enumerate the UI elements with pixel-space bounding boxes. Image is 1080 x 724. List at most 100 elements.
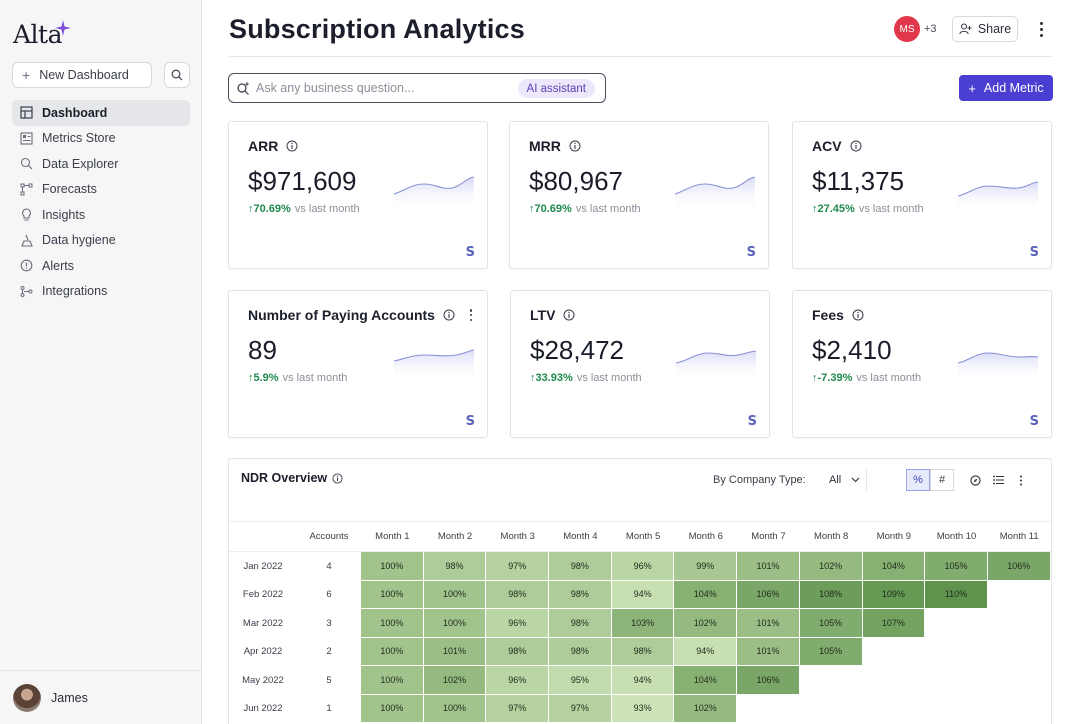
number-toggle[interactable]: # (930, 469, 954, 491)
ndr-cell[interactable]: 104% (674, 580, 738, 609)
ndr-cell[interactable]: 101% (423, 637, 487, 666)
ndr-cell[interactable]: 106% (987, 552, 1051, 581)
ndr-cell[interactable]: 104% (674, 666, 738, 695)
compass-button[interactable] (968, 473, 982, 487)
ndr-cell[interactable]: 96% (486, 609, 550, 638)
share-button[interactable]: Share (952, 16, 1018, 42)
ndr-cell[interactable]: 98% (486, 580, 550, 609)
metric-title-row: LTV (530, 307, 575, 323)
collaborator-count[interactable]: +3 (924, 23, 937, 35)
sidebar-item-alerts[interactable]: Alerts (12, 253, 190, 279)
add-metric-button[interactable]: + Add Metric (959, 75, 1053, 101)
ndr-cell[interactable]: 100% (361, 694, 424, 723)
ndr-cell[interactable]: 100% (423, 609, 487, 638)
ndr-cell[interactable]: 94% (611, 580, 675, 609)
list-view-button[interactable] (991, 473, 1005, 487)
collaborator-avatar[interactable]: MS (894, 16, 920, 42)
metric-card-acv[interactable]: ACV $11,375 ↑ 27.45% vs last month S (792, 121, 1052, 269)
sidebar-item-data-hygiene[interactable]: Data hygiene (12, 228, 190, 254)
ndr-cell[interactable]: 101% (737, 637, 800, 666)
ndr-cell[interactable]: 100% (361, 666, 424, 695)
ndr-cell[interactable]: 105% (799, 637, 863, 666)
info-icon[interactable] (286, 140, 298, 152)
ndr-cell[interactable]: 102% (799, 552, 863, 581)
ndr-cell[interactable]: 98% (611, 637, 675, 666)
sidebar-item-integrations[interactable]: Integrations (12, 279, 190, 305)
sidebar-item-metrics-store[interactable]: Metrics Store (12, 126, 190, 152)
card-more-icon[interactable] (469, 309, 473, 321)
new-dashboard-button[interactable]: + New Dashboard (12, 62, 152, 88)
ndr-cell[interactable]: 98% (549, 637, 612, 666)
ndr-cell[interactable]: 100% (361, 609, 424, 638)
ai-assistant-badge[interactable]: AI assistant (517, 79, 595, 98)
header-month: Month 8 (813, 531, 849, 542)
ask-input[interactable] (256, 81, 506, 95)
panel-more-icon[interactable] (1014, 473, 1028, 487)
sidebar-item-insights[interactable]: Insights (12, 202, 190, 228)
sidebar-item-label: Metrics Store (42, 131, 116, 146)
ndr-cell[interactable]: 101% (737, 609, 800, 638)
ndr-cell[interactable]: 98% (549, 552, 612, 581)
info-icon[interactable] (563, 309, 575, 321)
header-accounts: Accounts (309, 531, 349, 542)
metric-card-arr[interactable]: ARR $971,609 ↑ 70.69% vs last month S (228, 121, 488, 269)
ndr-cell[interactable]: 97% (486, 694, 550, 723)
arrow-up-icon: ↑ (248, 372, 254, 384)
info-icon[interactable] (850, 140, 862, 152)
ndr-cell[interactable]: 98% (423, 552, 487, 581)
ndr-cell[interactable]: 108% (799, 580, 863, 609)
sidebar-item-dashboard[interactable]: Dashboard (12, 100, 190, 126)
ndr-cell[interactable]: 93% (611, 694, 675, 723)
more-options-icon[interactable] (1034, 20, 1048, 38)
sidebar-search-button[interactable] (164, 62, 190, 88)
ndr-cell[interactable]: 100% (423, 580, 487, 609)
ndr-cell (987, 666, 1051, 695)
percent-toggle[interactable]: % (906, 469, 930, 491)
info-icon[interactable] (852, 309, 864, 321)
ndr-cell[interactable]: 110% (925, 580, 988, 609)
ndr-cell[interactable]: 106% (737, 666, 800, 695)
user-profile[interactable]: James (0, 670, 202, 724)
info-icon[interactable] (332, 472, 343, 484)
ndr-cell[interactable]: 97% (549, 694, 612, 723)
ndr-cell[interactable]: 100% (361, 637, 424, 666)
ndr-cell[interactable]: 98% (549, 580, 612, 609)
ndr-cell[interactable]: 100% (361, 580, 424, 609)
list-icon (992, 475, 1004, 485)
metric-card-fees[interactable]: Fees $2,410 ↑ -7.39% vs last month S (792, 290, 1052, 438)
ndr-cell[interactable]: 98% (549, 609, 612, 638)
ndr-cell[interactable]: 109% (862, 580, 926, 609)
ndr-cell[interactable]: 104% (862, 552, 926, 581)
app-logo[interactable]: Alta (13, 20, 63, 49)
ndr-cell[interactable]: 103% (611, 609, 675, 638)
ndr-cell[interactable]: 101% (737, 552, 800, 581)
ndr-cell[interactable]: 96% (611, 552, 675, 581)
metric-card-mrr[interactable]: MRR $80,967 ↑ 70.69% vs last month S (509, 121, 769, 269)
ndr-cell[interactable]: 96% (486, 666, 550, 695)
ndr-cell[interactable]: 99% (674, 552, 738, 581)
sidebar-item-data-explorer[interactable]: Data Explorer (12, 151, 190, 177)
ask-question-bar[interactable]: AI assistant (228, 73, 606, 103)
ndr-cell[interactable]: 95% (549, 666, 612, 695)
metric-card-paying-accounts[interactable]: Number of Paying Accounts 89 ↑ 5.9% vs l… (228, 290, 488, 438)
ndr-cell[interactable]: 105% (925, 552, 988, 581)
info-icon[interactable] (443, 309, 455, 321)
ndr-cell[interactable]: 102% (674, 609, 738, 638)
company-type-select[interactable]: All (823, 469, 867, 491)
ndr-cell[interactable]: 102% (423, 666, 487, 695)
ndr-cell[interactable]: 106% (737, 580, 800, 609)
ndr-cell[interactable]: 94% (611, 666, 675, 695)
change-comparison: vs last month (856, 372, 922, 384)
ndr-cell[interactable]: 107% (862, 609, 926, 638)
ndr-cell[interactable]: 102% (674, 694, 738, 723)
ndr-cell[interactable]: 98% (486, 637, 550, 666)
metric-card-ltv[interactable]: LTV $28,472 ↑ 33.93% vs last month S (510, 290, 770, 438)
ndr-cell[interactable]: 105% (799, 609, 863, 638)
ndr-cell[interactable]: 100% (423, 694, 487, 723)
sidebar-item-forecasts[interactable]: Forecasts (12, 177, 190, 203)
ndr-cell[interactable]: 94% (674, 637, 738, 666)
ndr-cell[interactable]: 97% (486, 552, 550, 581)
ndr-cell[interactable]: 100% (361, 552, 424, 581)
info-icon[interactable] (569, 140, 581, 152)
table-row: Feb 2022 6 100% 100% 98% 98% 94% 104% 106% 108% 10… (229, 580, 1051, 609)
